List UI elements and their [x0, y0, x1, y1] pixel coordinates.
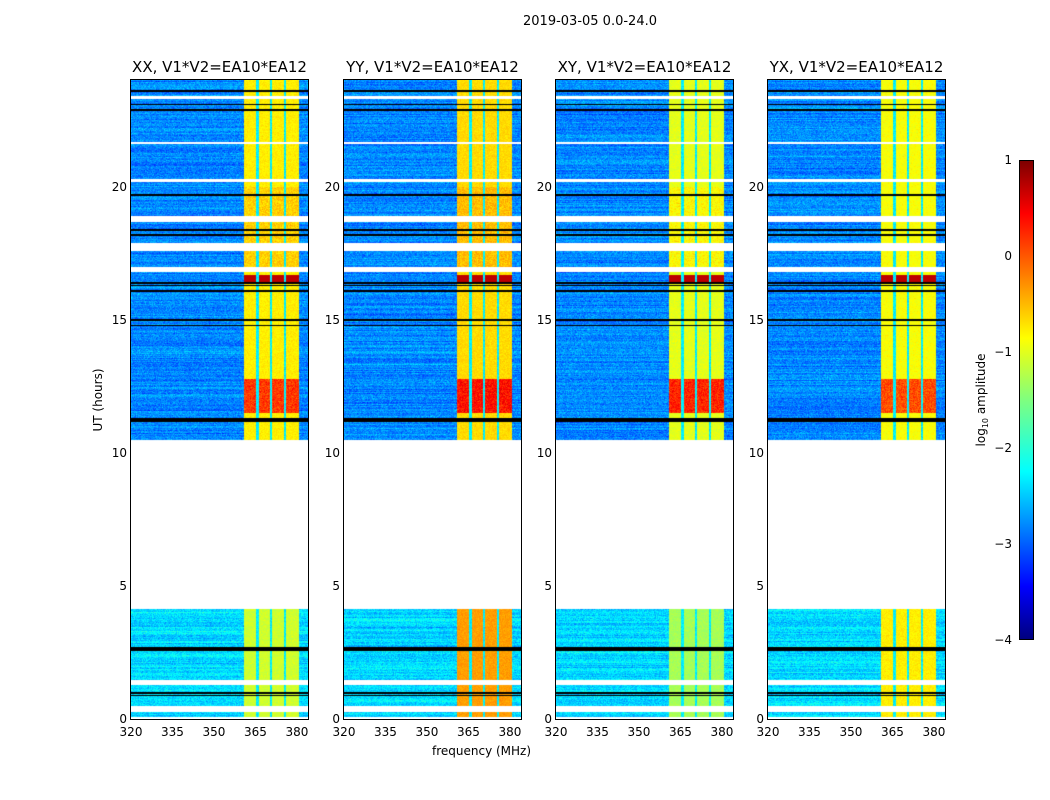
y-tick-label: 10	[324, 445, 340, 460]
y-tick-label: 10	[111, 445, 127, 460]
y-tick-label: 0	[332, 712, 340, 726]
y-tick-label: 5	[119, 578, 127, 593]
figure-title: 2019-03-05 0.0-24.0	[523, 14, 657, 29]
y-tick-label: 10	[748, 445, 764, 460]
y-tick-label: 20	[111, 179, 127, 194]
y-tick-label: 0	[756, 712, 764, 726]
x-tick-label: 320	[332, 725, 356, 739]
y-tick-label: 15	[536, 312, 552, 327]
y-tick-label: 10	[536, 445, 552, 460]
x-tick-label: 335	[798, 725, 821, 739]
x-tick-label: 365	[244, 725, 267, 739]
heatmap-image	[344, 80, 521, 719]
colorbar-label: log10 amplitude	[973, 353, 991, 447]
colorbar-tick-label: 0	[1004, 249, 1012, 263]
y-tick-label: 15	[324, 312, 340, 327]
colorbar-tick-label: −2	[994, 441, 1012, 455]
colorbar-tick-label: 1	[1004, 153, 1012, 167]
x-tick-label: 380	[710, 725, 734, 739]
x-tick-label: 350	[839, 725, 863, 739]
heatmap-image	[768, 80, 945, 719]
heatmap-panel	[343, 79, 522, 720]
y-tick-label: 20	[324, 179, 340, 194]
x-tick-label: 335	[161, 725, 184, 739]
y-tick-label: 0	[119, 712, 127, 726]
y-tick-label: 5	[756, 578, 764, 593]
x-tick-label: 335	[586, 725, 609, 739]
y-tick-label: 15	[748, 312, 764, 327]
heatmap-panel	[130, 79, 309, 720]
x-tick-label: 320	[119, 725, 143, 739]
x-tick-label: 365	[457, 725, 480, 739]
x-tick-label: 350	[415, 725, 439, 739]
heatmap-image	[131, 80, 308, 719]
x-tick-label: 320	[756, 725, 780, 739]
x-tick-label: 365	[881, 725, 904, 739]
colorbar-tick-label: −4	[994, 633, 1012, 647]
y-tick-label: 20	[748, 179, 764, 194]
heatmap-panel	[767, 79, 946, 720]
x-tick-label: 350	[627, 725, 651, 739]
x-tick-label: 365	[669, 725, 692, 739]
x-tick-label: 335	[374, 725, 397, 739]
heatmap-panel	[555, 79, 734, 720]
y-tick-label: 5	[332, 578, 340, 593]
y-tick-label: 15	[111, 312, 127, 327]
x-tick-label: 320	[544, 725, 568, 739]
panel-title: YY, V1*V2=EA10*EA12	[346, 58, 519, 76]
x-tick-label: 350	[202, 725, 226, 739]
y-tick-label: 0	[544, 712, 552, 726]
panel-title: XX, V1*V2=EA10*EA12	[132, 58, 307, 76]
colorbar-tick-label: −1	[994, 345, 1012, 359]
x-axis-label: frequency (MHz)	[432, 744, 532, 758]
colorbar-tick-label: −3	[994, 537, 1012, 551]
colorbar	[1019, 160, 1034, 640]
y-axis-label: UT (hours)	[91, 368, 105, 432]
panel-title: YX, V1*V2=EA10*EA12	[769, 58, 944, 76]
x-tick-label: 380	[498, 725, 522, 739]
y-tick-label: 5	[544, 578, 552, 593]
panel-title: XY, V1*V2=EA10*EA12	[557, 58, 732, 76]
x-tick-label: 380	[922, 725, 946, 739]
heatmap-image	[556, 80, 733, 719]
x-tick-label: 380	[285, 725, 309, 739]
y-tick-label: 20	[536, 179, 552, 194]
